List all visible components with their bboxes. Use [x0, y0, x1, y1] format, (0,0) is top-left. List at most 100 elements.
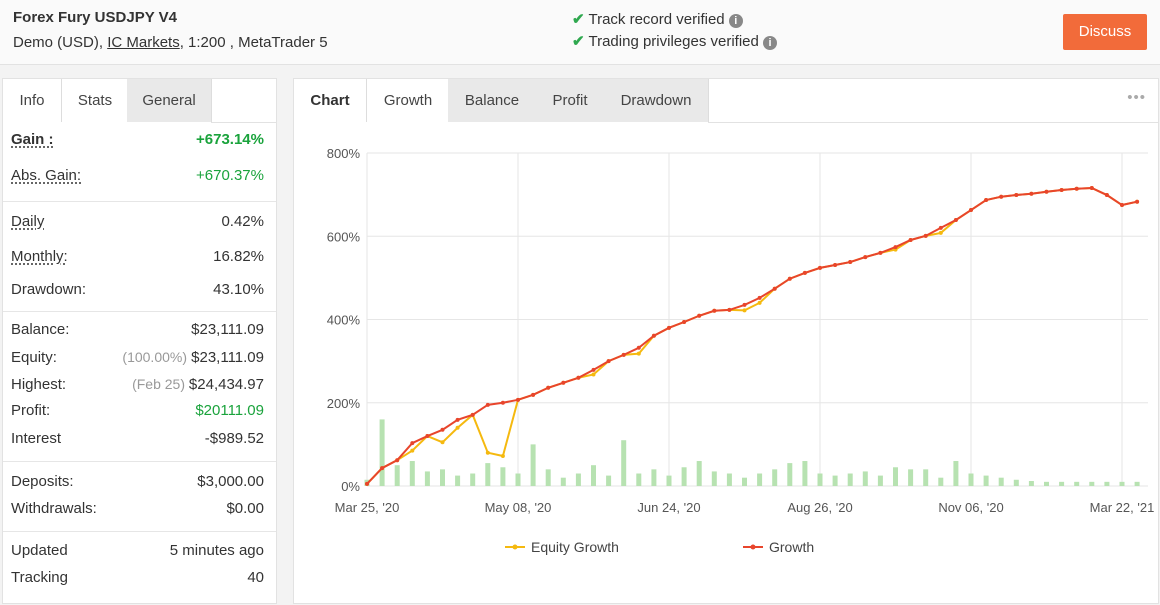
bar [847, 473, 853, 486]
point [1044, 189, 1049, 194]
tab[interactable]: Drawdown [604, 79, 709, 122]
point [440, 427, 445, 432]
point [500, 454, 505, 459]
stat-label: Monthly: [11, 248, 68, 265]
y-tick-label: 800% [327, 146, 361, 161]
stat-value: +670.37% [196, 167, 264, 184]
broker-link[interactable]: IC Markets [107, 34, 180, 51]
chart: 0% 200% 400% 600% 800% Mar 25, '20 May 08, '20… [327, 146, 1155, 555]
bar [636, 473, 642, 486]
point [667, 325, 671, 330]
discuss-button[interactable]: Discuss [1063, 14, 1147, 50]
stat-value: $0.00 [226, 500, 264, 517]
tab[interactable]: Profit [536, 79, 605, 122]
point [410, 441, 415, 446]
point [455, 417, 460, 422]
point [636, 351, 641, 356]
point [1104, 193, 1109, 198]
legend-marker [512, 544, 518, 550]
separator [3, 461, 276, 462]
more-menu[interactable]: ••• [1127, 89, 1146, 106]
bar [862, 471, 868, 486]
bar [530, 444, 536, 486]
bar [394, 465, 400, 486]
bar [1059, 481, 1065, 486]
point [757, 295, 762, 300]
bar [440, 469, 445, 486]
stat-label: Balance: [11, 321, 70, 338]
stat-value: 5 minutes ago [169, 542, 264, 559]
point [742, 308, 747, 313]
stat-value: $3,000.00 [197, 473, 264, 490]
line [366, 186, 1138, 485]
point [485, 450, 490, 455]
separator [3, 531, 276, 532]
bar [953, 461, 959, 486]
tab[interactable]: Balance [448, 79, 537, 122]
point [1059, 188, 1064, 193]
point [470, 412, 475, 417]
point [682, 319, 687, 324]
chart-panel: ••• Chart Growth Balance Profit Drawdown [293, 78, 1159, 604]
point [893, 245, 898, 250]
point [591, 372, 596, 377]
point [742, 302, 747, 307]
stat-value: +673.14% [196, 131, 264, 148]
bar [1074, 481, 1080, 486]
stat-label: Equity: [11, 349, 57, 366]
tab[interactable]: Growth [366, 79, 450, 122]
stat-label: Highest: [11, 376, 67, 393]
point [636, 345, 641, 350]
stat-value: 16.82% [213, 248, 264, 265]
bar [1134, 481, 1140, 486]
x-tick-label: Mar 25, '20 [335, 500, 400, 515]
stat-label: Deposits: [11, 473, 74, 490]
point [712, 308, 717, 313]
point [440, 440, 445, 445]
tab-bar-line [211, 122, 276, 123]
point [697, 313, 702, 318]
stat-value: $20111.09 [195, 402, 264, 419]
tab: Chart [294, 79, 367, 122]
point [818, 265, 822, 270]
stats-panel: Info Stats General Gain : +673.14% Abs. Gain:… [2, 78, 277, 604]
bar [379, 419, 385, 486]
point [500, 400, 505, 405]
account-info: Demo (USD), IC Markets, 1:200 , MetaTrad… [13, 34, 328, 51]
bar [545, 469, 551, 486]
tab[interactable]: General [127, 79, 212, 122]
stat-note: (100.00%) [122, 349, 187, 365]
point [984, 198, 989, 203]
point [1074, 186, 1079, 191]
separator [3, 201, 276, 202]
bar [485, 463, 491, 486]
bar [893, 467, 898, 486]
bar [424, 471, 430, 486]
separator [3, 311, 276, 312]
point [425, 434, 430, 439]
point [516, 397, 520, 402]
stat-label: Profit: [11, 402, 51, 419]
bar [591, 465, 596, 486]
bar [651, 469, 657, 486]
point [576, 375, 581, 380]
point [455, 425, 460, 430]
account-type: Demo (USD), [13, 34, 104, 51]
tab[interactable]: Stats [61, 79, 129, 122]
point [757, 300, 762, 305]
bar [998, 477, 1004, 486]
account-details: , 1:200 , MetaTrader 5 [179, 34, 328, 51]
bar [575, 473, 581, 486]
bar [621, 440, 627, 486]
bar [681, 467, 687, 486]
tab[interactable]: Info [3, 79, 62, 122]
point [365, 481, 369, 486]
point [787, 276, 792, 281]
x-tick-label: Jun 24, '20 [637, 500, 700, 515]
bar [1119, 481, 1125, 486]
point [802, 270, 807, 275]
bar [1028, 481, 1034, 486]
y-tick-label: 200% [327, 396, 361, 411]
legend-label: Equity Growth [531, 539, 619, 555]
